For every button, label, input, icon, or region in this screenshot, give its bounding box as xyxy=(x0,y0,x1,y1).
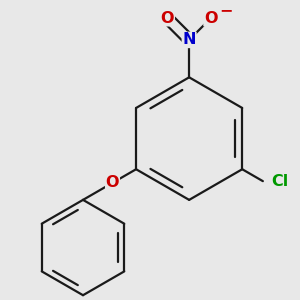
Text: O: O xyxy=(106,176,119,190)
Text: O: O xyxy=(204,11,218,26)
Text: Cl: Cl xyxy=(272,174,289,189)
Text: N: N xyxy=(182,32,196,47)
Text: −: − xyxy=(220,3,233,18)
Text: O: O xyxy=(161,11,174,26)
